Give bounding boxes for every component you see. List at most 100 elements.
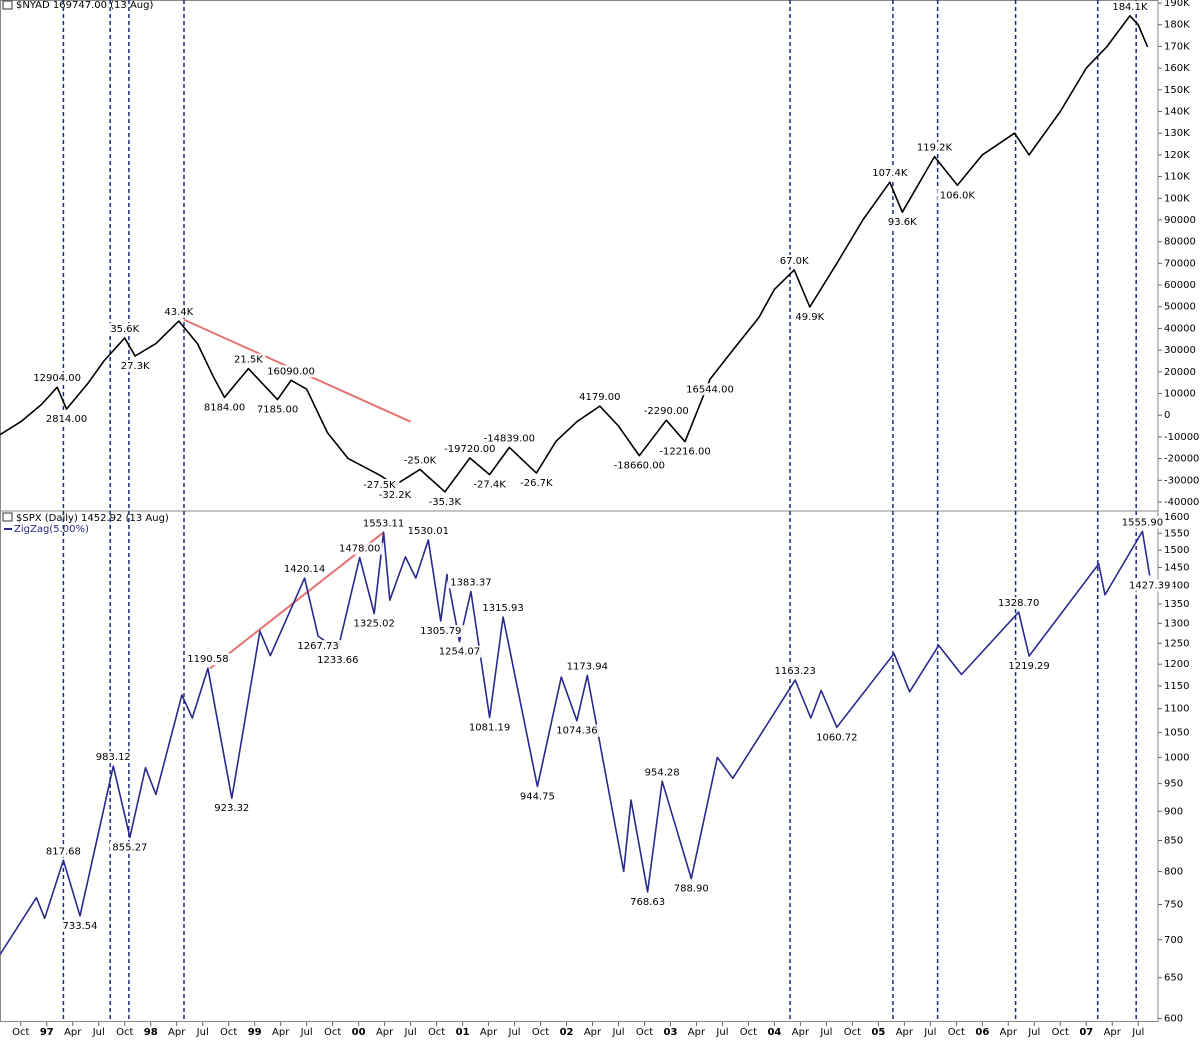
- data-label: 27.3K: [121, 361, 150, 372]
- y-tick-label: 950: [1164, 779, 1183, 790]
- data-label-box: [254, 403, 301, 416]
- x-tick-label: 04: [767, 1027, 781, 1038]
- data-label: 2814.00: [46, 414, 87, 425]
- data-label-box: [440, 442, 499, 455]
- x-tick-label: Jul: [923, 1027, 936, 1038]
- x-tick-label: Oct: [636, 1027, 653, 1038]
- legend-label: ZigZag(5.00%): [14, 524, 89, 535]
- y-tick-label: 180K: [1164, 20, 1190, 31]
- data-label: 1478.00: [339, 544, 380, 555]
- x-tick-label: Oct: [844, 1027, 861, 1038]
- x-tick-label: 05: [871, 1027, 885, 1038]
- y-tick-label: 40000: [1164, 323, 1196, 334]
- data-label: 1081.19: [469, 722, 510, 733]
- data-label-box: [43, 845, 84, 858]
- data-label-box: [231, 353, 266, 366]
- data-label-box: [265, 365, 318, 378]
- data-label: 1074.36: [556, 726, 597, 737]
- x-tick-label: Jul: [715, 1027, 728, 1038]
- data-label-box: [295, 640, 342, 653]
- data-label: 1553.11: [363, 518, 404, 529]
- data-label: 1219.29: [1008, 661, 1049, 672]
- y-tick-label: 800: [1164, 866, 1183, 877]
- data-label: 983.12: [96, 752, 131, 763]
- data-label-box: [480, 602, 527, 615]
- data-label: -32.2K: [379, 490, 412, 501]
- data-label-box: [436, 645, 483, 658]
- data-label-box: [777, 254, 812, 267]
- data-label: -2290.00: [644, 406, 689, 417]
- x-tick-label: Apr: [1000, 1027, 1018, 1038]
- data-label: 1254.07: [439, 647, 480, 658]
- y-tick-label: 0: [1164, 410, 1170, 421]
- y-tick-label: 190K: [1164, 0, 1190, 9]
- data-label: 7185.00: [257, 405, 298, 416]
- data-label-box: [93, 751, 134, 764]
- x-tick-label: Apr: [480, 1027, 498, 1038]
- x-tick-label: Apr: [168, 1027, 186, 1038]
- data-label: 1383.37: [450, 577, 491, 588]
- data-label: -19720.00: [444, 444, 495, 455]
- data-label: 1325.02: [354, 619, 395, 630]
- x-tick-label: Jul: [819, 1027, 832, 1038]
- data-label: 16090.00: [267, 366, 315, 377]
- x-tick-label: Apr: [376, 1027, 394, 1038]
- data-label: 1530.01: [408, 526, 449, 537]
- y-tick-label: 1050: [1164, 727, 1189, 738]
- y-tick-label: 130K: [1164, 128, 1190, 139]
- data-label-box: [1109, 0, 1150, 13]
- y-tick-label: 1350: [1164, 599, 1189, 610]
- y-tick-label: 60000: [1164, 280, 1196, 291]
- data-label: 49.9K: [795, 312, 824, 323]
- data-label-box: [480, 432, 539, 445]
- x-tick-label: Oct: [1052, 1027, 1069, 1038]
- x-tick-label: 03: [664, 1027, 678, 1038]
- data-label-box: [424, 495, 465, 508]
- data-label-box: [60, 919, 101, 932]
- data-label: 1555.90: [1122, 517, 1163, 528]
- series-line: [0, 15, 1149, 493]
- y-tick-label: 1100: [1164, 704, 1189, 715]
- panel-title: $SPX (Daily) 1452.92 (13 Aug): [16, 513, 169, 524]
- data-label: 1060.72: [816, 732, 857, 743]
- series-line: [0, 530, 1151, 956]
- data-label-box: [553, 724, 600, 737]
- data-label-box: [610, 459, 669, 472]
- data-label: 1267.73: [297, 641, 338, 652]
- data-label-box: [869, 167, 910, 180]
- y-tick-label: 650: [1164, 973, 1183, 984]
- x-tick-label: Jul: [92, 1027, 105, 1038]
- data-label-box: [359, 478, 400, 491]
- data-label-box: [640, 405, 693, 418]
- data-label: 1190.58: [187, 654, 228, 665]
- data-label: 954.28: [645, 767, 680, 778]
- x-tick-label: Apr: [1104, 1027, 1122, 1038]
- y-tick-label: 150K: [1164, 85, 1190, 96]
- data-label-box: [360, 517, 407, 530]
- panel-icon: [2, 0, 13, 10]
- y-tick-label: 50000: [1164, 302, 1196, 313]
- data-label: 67.0K: [780, 256, 809, 267]
- data-label-box: [109, 841, 150, 854]
- data-label-box: [772, 665, 819, 678]
- data-label: 184.1K: [1112, 2, 1148, 13]
- data-label-box: [314, 654, 361, 667]
- data-label: -12216.00: [659, 447, 710, 458]
- x-tick-label: Apr: [584, 1027, 602, 1038]
- trend-line: [209, 531, 385, 670]
- y-tick-label: 1150: [1164, 681, 1189, 692]
- data-label-box: [576, 391, 623, 404]
- x-tick-label: Apr: [272, 1027, 290, 1038]
- data-label: 1173.94: [567, 661, 608, 672]
- data-label-box: [937, 189, 978, 202]
- data-label: 1328.70: [998, 598, 1039, 609]
- data-label-box: [107, 322, 142, 335]
- data-label: 106.0K: [940, 190, 976, 201]
- data-label-box: [995, 597, 1042, 610]
- x-tick-label: Oct: [12, 1027, 29, 1038]
- data-label-box: [813, 731, 860, 744]
- data-label-box: [792, 310, 827, 323]
- y-tick-label: 1400: [1164, 580, 1189, 591]
- y-tick-label: 900: [1164, 806, 1183, 817]
- x-tick-label: 06: [975, 1027, 989, 1038]
